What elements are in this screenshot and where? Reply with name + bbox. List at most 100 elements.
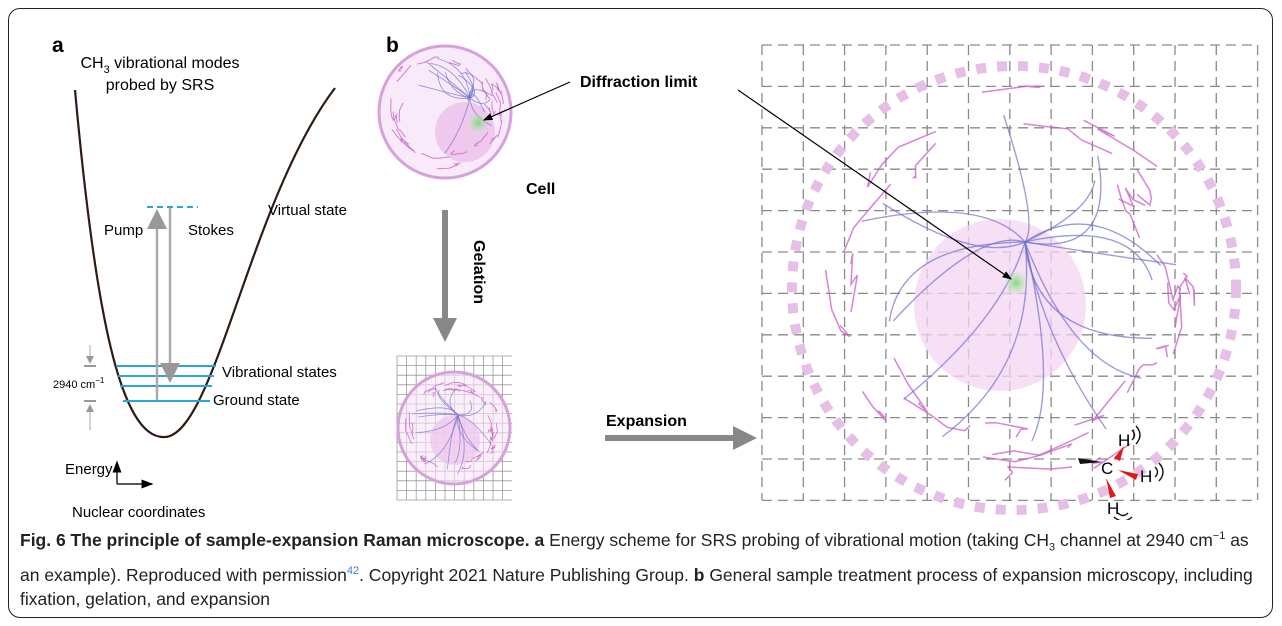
actin-fiber [912, 142, 937, 179]
actin-fiber [1166, 282, 1182, 328]
microtubule [449, 387, 459, 416]
title-sub: 3 [104, 64, 110, 76]
actin-fiber [992, 443, 1073, 457]
actin-fiber [485, 78, 498, 103]
caption-text: Energy scheme for SRS probing of vibrati… [549, 529, 1050, 550]
pointer-arrow [737, 89, 1012, 280]
microtubule [1024, 180, 1096, 243]
actin-fiber [495, 92, 502, 116]
energy-gap-label: 2940 cm−1 [53, 376, 105, 391]
carbon-atom: C [1101, 459, 1113, 478]
title-text: vibrational modes [114, 55, 239, 72]
caption-sup: −1 [1212, 530, 1226, 542]
actin-fiber [486, 436, 492, 454]
x-axis-label: Nuclear coordinates [72, 504, 205, 520]
microtubule [457, 401, 487, 417]
actin-fiber [490, 426, 494, 441]
caption-text: as an example). Reproduced with permissi… [20, 529, 1249, 586]
actin-fiber [481, 83, 490, 99]
actin-fiber [1116, 184, 1141, 239]
actin-fiber [491, 423, 498, 442]
microtubule [454, 414, 461, 464]
microtubule [888, 241, 1026, 322]
caption-text: channel at 2940 cm [1060, 529, 1213, 550]
actin-fiber [824, 269, 851, 338]
microtubule [1024, 241, 1153, 339]
actin-fiber [421, 152, 450, 159]
hydrogen-atom: H [1107, 499, 1119, 518]
actin-fiber [1023, 122, 1113, 155]
actin-fiber [395, 129, 416, 154]
microtubule [444, 72, 471, 99]
bond-wedge [1106, 478, 1116, 498]
caption-label: a [534, 529, 545, 550]
caption-label: b [693, 565, 705, 586]
caption: Fig. 6 The principle of sample-expansion… [20, 524, 1265, 611]
microtubule [429, 62, 471, 99]
actin-fiber [448, 59, 462, 67]
bond-wedge [1078, 458, 1102, 464]
figure-frame [8, 8, 1273, 618]
actin-fiber [436, 162, 461, 170]
potential-curve [73, 87, 336, 439]
actin-fiber [442, 387, 461, 392]
gelation-label: Gelation [470, 240, 487, 304]
actin-fiber [467, 390, 481, 398]
panel-title: probed by SRS [106, 77, 215, 94]
actin-fiber [1118, 187, 1146, 208]
actin-fiber [1126, 362, 1158, 394]
vibration-mark [1113, 425, 1164, 520]
actin-fiber [981, 85, 1045, 94]
reference[interactable]: 42 [346, 565, 360, 578]
microtubule [1002, 114, 1030, 243]
caption-text: General sample treatment process of expa… [20, 565, 1253, 610]
cell-label: Cell [526, 181, 555, 198]
diffraction-spot [467, 112, 489, 134]
bond-wedge [1118, 470, 1138, 480]
actin-fiber [411, 422, 414, 436]
actin-fiber [489, 134, 498, 145]
actin-fiber [464, 451, 485, 463]
actin-fiber [397, 65, 403, 72]
microtubule [861, 211, 1026, 243]
diffraction-spot [1003, 270, 1029, 296]
actin-fiber [1156, 344, 1170, 358]
diffraction-label: Diffraction limit [580, 74, 698, 91]
cytoskeleton [390, 56, 1196, 481]
microtubule [942, 241, 1028, 438]
actin-fiber [497, 111, 503, 138]
actin-fiber [1004, 466, 1073, 481]
actin-fiber [417, 56, 440, 65]
microtubule [1024, 241, 1045, 442]
virtual-state-label: Virtual state [268, 202, 347, 219]
actin-fiber [392, 111, 406, 138]
microtubule [457, 74, 474, 99]
actin-fiber [449, 150, 468, 156]
microtubule [456, 414, 465, 475]
actin-fiber [487, 415, 492, 433]
actin-fiber [483, 103, 492, 115]
expansion-label: Expansion [606, 413, 687, 430]
actin-fiber [1184, 277, 1196, 306]
ground-state-label: Ground state [213, 392, 300, 409]
microtubule [1024, 241, 1142, 379]
actin-fiber [843, 183, 892, 253]
microtubule [1024, 223, 1162, 266]
actin-fiber [405, 418, 413, 444]
actin-fiber [850, 252, 859, 313]
caption-text: . Copyright 2021 Nature Publishing Group… [359, 565, 689, 586]
actin-fiber [473, 131, 489, 147]
actin-fiber [489, 401, 498, 413]
actin-fiber [491, 100, 496, 116]
microtubule [446, 414, 459, 470]
stokes-label: Stokes [188, 222, 234, 239]
actin-fiber [394, 113, 399, 123]
microtubule [418, 414, 459, 418]
microtubule [436, 72, 471, 99]
actin-fiber [1136, 169, 1153, 207]
actin-fiber [396, 64, 412, 82]
actin-fiber [460, 464, 472, 470]
hydrogen-atom: H [1140, 467, 1152, 486]
actin-fiber [445, 389, 474, 394]
